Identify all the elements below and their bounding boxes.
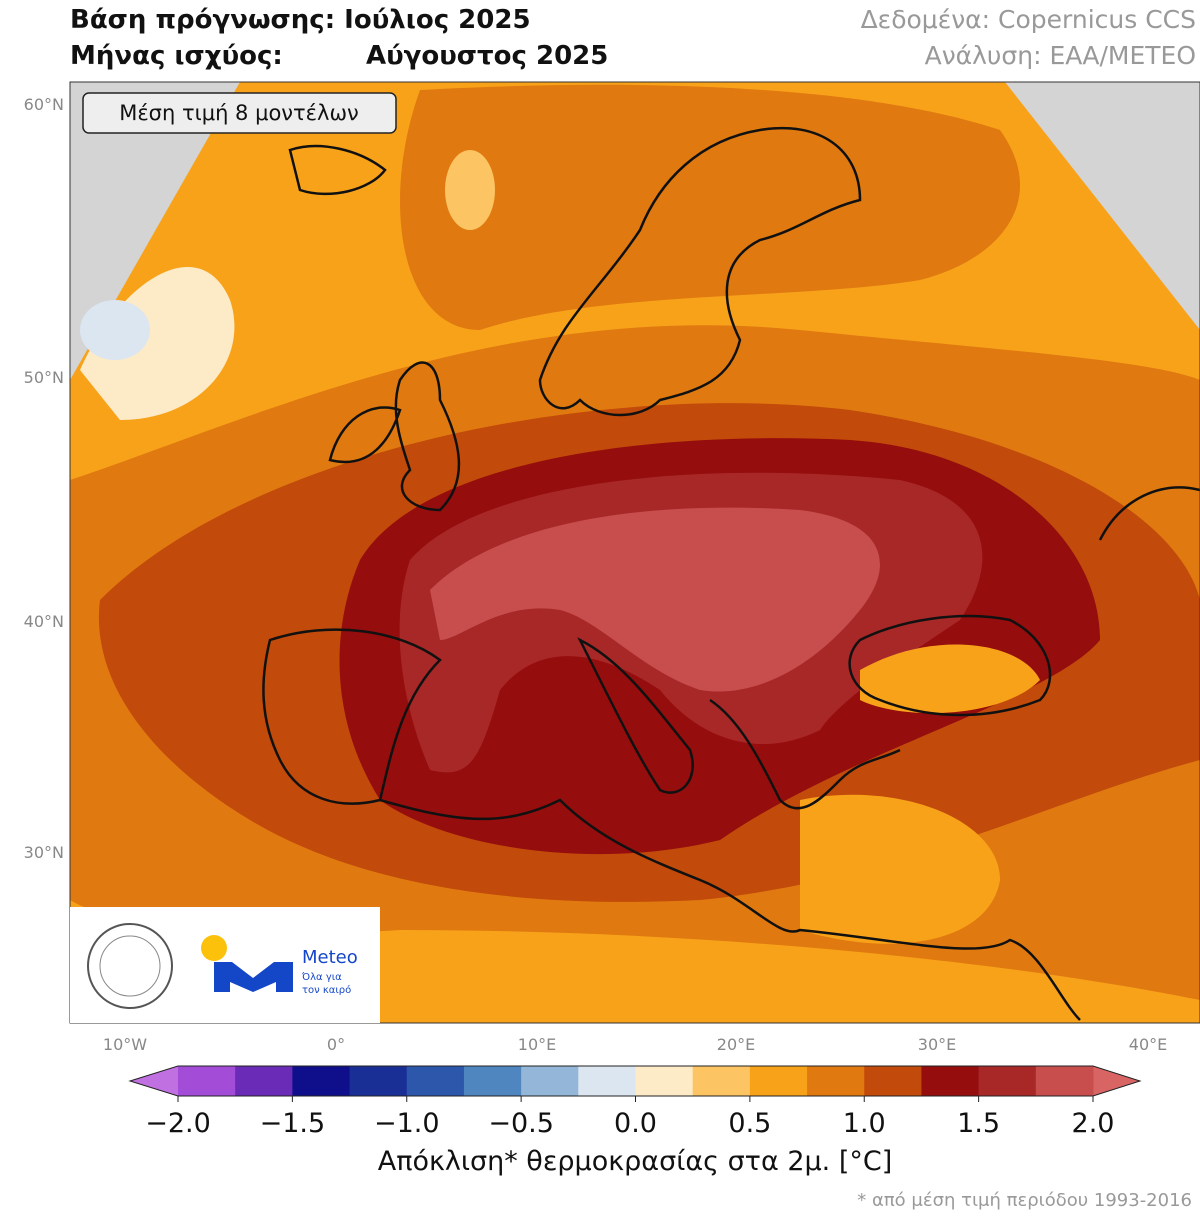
colorbar-label: Απόκλιση* θερμοκρασίας στα 2μ. [°C] — [378, 1146, 893, 1177]
colorbar-segment — [749, 1066, 808, 1096]
lat-label: 50°N — [24, 368, 64, 387]
badge: Μέση τιμή 8 μοντέλων — [119, 101, 359, 125]
lon-label: 20°E — [717, 1035, 755, 1054]
title-right: Αύγουστος 2025 — [366, 41, 608, 71]
title-left: Μήνας ισχύος: — [70, 41, 283, 71]
lon-label: 30°E — [918, 1035, 956, 1054]
lon-label: 10°E — [518, 1035, 556, 1054]
colorbar-segment — [349, 1066, 408, 1096]
colorbar-segment — [463, 1066, 522, 1096]
field — [80, 267, 235, 420]
colorbar-segment — [406, 1066, 465, 1096]
source: Δεδομένα: Copernicus CCS — [861, 5, 1196, 34]
logo-tagline: Όλα για — [301, 971, 342, 983]
colorbar-extend-low — [130, 1066, 178, 1096]
colorbar-segment — [292, 1066, 351, 1096]
colorbar-tick-label: −1.5 — [260, 1108, 326, 1139]
colorbar-segment — [1035, 1066, 1094, 1096]
coastline — [262, 126, 1200, 1021]
logo-name: Meteo — [302, 947, 358, 968]
logo-m — [214, 962, 293, 992]
map-frame — [69, 81, 1200, 1024]
lon-label: 10°W — [103, 1035, 147, 1054]
colorbar-segment — [235, 1066, 293, 1096]
field — [445, 150, 495, 230]
colorbar-tick-label: 1.5 — [957, 1108, 1000, 1139]
colorbar-segment — [864, 1066, 922, 1096]
logo-tagline: τον καιρό — [302, 984, 351, 996]
lon-labels: 10°W 0° 10°E 20°E 30°E 40°E — [103, 1035, 1167, 1054]
colorbar-segment — [921, 1066, 980, 1096]
colorbar-segment — [578, 1066, 636, 1096]
field — [80, 300, 150, 360]
colorbar-tick-label: −0.5 — [488, 1108, 554, 1139]
footnote: * από μέση τιμή περιόδου 1993-2016 — [857, 1190, 1192, 1211]
lon-label: 40°E — [1129, 1035, 1167, 1054]
logo-sun — [201, 935, 227, 961]
analysis: Ανάλυση: ΕΑΑ/METEO — [925, 41, 1196, 70]
map — [70, 82, 1200, 1023]
lon-label: 0° — [327, 1035, 345, 1054]
field — [800, 794, 1000, 944]
lat-label: 30°N — [24, 843, 64, 862]
lat-label: 40°N — [24, 612, 64, 631]
no-data — [1005, 82, 1200, 330]
colorbar-tick-label: 0.5 — [728, 1108, 771, 1139]
colorbar-segment — [178, 1066, 236, 1096]
field — [430, 507, 880, 692]
badge-box — [82, 92, 397, 134]
colorbar: −2.0 −1.5 −1.0 −0.5 0.0 0.5 1.0 1.5 2.0 — [128, 1065, 1142, 1139]
colorbar-extend-high — [1093, 1066, 1140, 1096]
colorbar-segment — [521, 1066, 579, 1096]
colorbar-segment — [978, 1066, 1037, 1096]
colorbar-segment — [635, 1066, 694, 1096]
field — [860, 644, 1040, 714]
colorbar-tick-label: −2.0 — [145, 1108, 211, 1139]
observatory-seal — [99, 935, 161, 997]
field — [400, 84, 1021, 331]
observatory-seal — [87, 923, 173, 1009]
colorbar-segment — [692, 1066, 751, 1096]
colorbar-tick-label: −1.0 — [374, 1108, 440, 1139]
colorbar-tick-label: 0.0 — [614, 1108, 657, 1139]
lat-label: 60°N — [24, 95, 64, 114]
lat-labels: 60°N 50°N 40°N 30°N — [24, 95, 64, 862]
colorbar-tick-label: 2.0 — [1072, 1108, 1115, 1139]
title: Βάση πρόγνωσης: Ιούλιος 2025 — [70, 5, 531, 35]
colorbar-tick-label: 1.0 — [843, 1108, 886, 1139]
colorbar-segment — [807, 1066, 865, 1096]
